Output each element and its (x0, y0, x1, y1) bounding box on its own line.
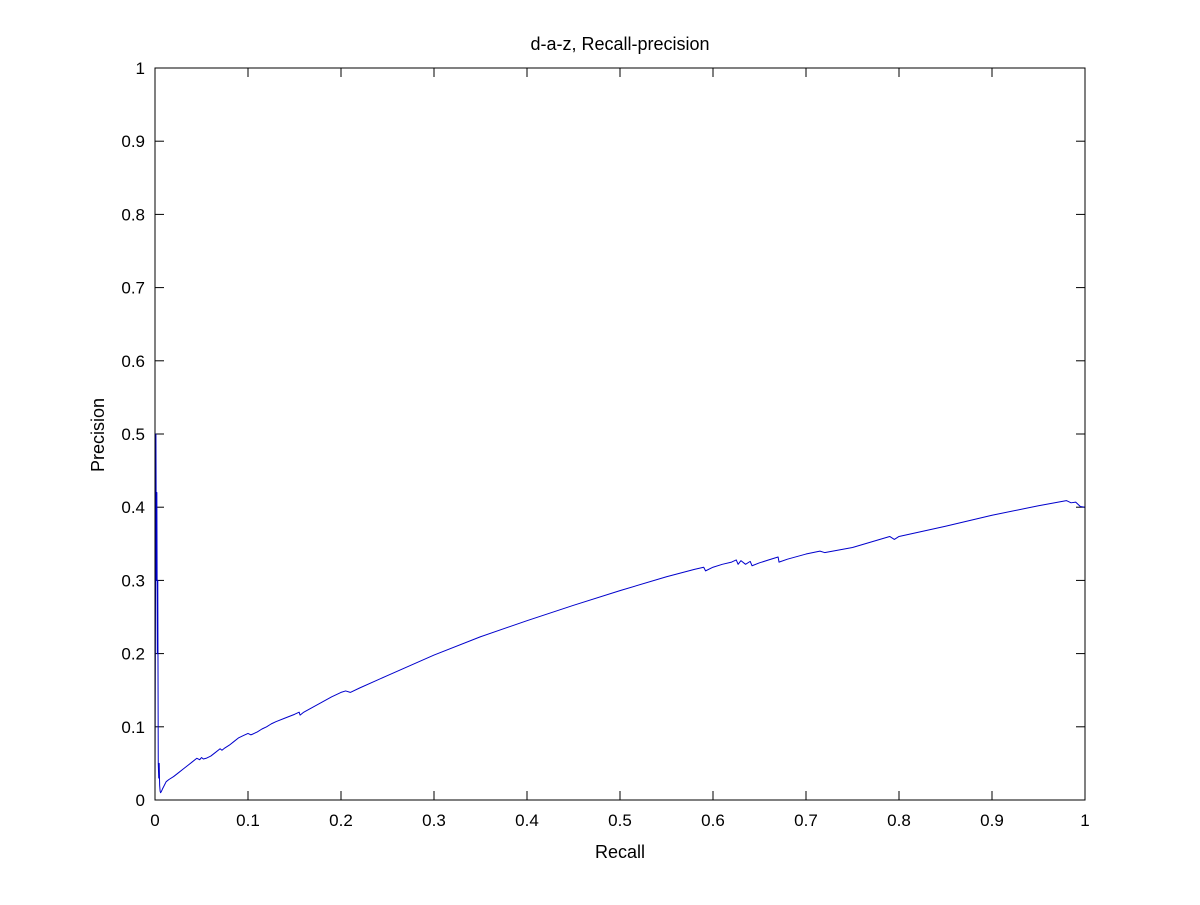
x-tick-label: 0.8 (887, 811, 911, 830)
x-tick-label: 0.5 (608, 811, 632, 830)
x-tick-label: 0.7 (794, 811, 818, 830)
x-tick-label: 0.6 (701, 811, 725, 830)
x-tick-label: 0.9 (980, 811, 1004, 830)
y-tick-label: 0.2 (121, 645, 145, 664)
x-tick-label: 0 (150, 811, 159, 830)
y-tick-label: 0.8 (121, 205, 145, 224)
x-tick-label: 0.2 (329, 811, 353, 830)
axes-frame (154, 67, 1086, 801)
y-tick-label: 0.4 (121, 498, 145, 517)
recall-precision-series-line (154, 433, 1086, 794)
x-tick-label: 1 (1080, 811, 1089, 830)
y-tick-label: 0.6 (121, 352, 145, 371)
plot-area: 0 0.1 0.2 0.3 0.4 0.5 0.6 0.7 0.8 0.9 1 0 0.1 0.2 0.3 0… (121, 59, 1089, 830)
x-tick-label: 0.1 (236, 811, 260, 830)
axes-border (154, 67, 1086, 801)
y-tick-label: 0.1 (121, 718, 145, 737)
y-tick-label: 0.9 (121, 132, 145, 151)
y-tick-label: 0.7 (121, 279, 145, 298)
x-tick-label: 0.4 (515, 811, 539, 830)
y-axis-label: Precision (88, 398, 108, 472)
chart-title: d-a-z, Recall-precision (530, 34, 709, 54)
x-tick-label: 0.3 (422, 811, 446, 830)
y-tick-label: 0 (136, 791, 145, 810)
y-tick-label: 0.3 (121, 571, 145, 590)
y-tick-label: 0.5 (121, 425, 145, 444)
x-axis-label: Recall (595, 842, 645, 862)
y-tick-label: 1 (136, 59, 145, 78)
